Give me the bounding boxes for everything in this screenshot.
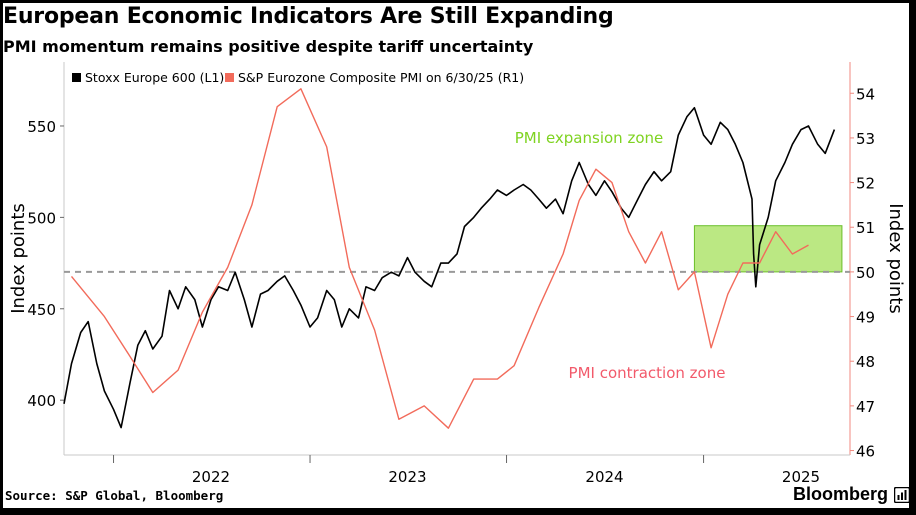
x-tick-label: 2024	[585, 468, 623, 486]
y-left-tick-label: 400	[27, 392, 56, 410]
stoxx-europe-600-series-line	[63, 106, 836, 429]
legend-label: S&P Eurozone Composite PMI on 6/30/25 (R…	[238, 70, 524, 85]
y-right-tick-label: 46	[856, 443, 875, 461]
brand-logo-text: Bloomberg	[792, 484, 888, 504]
y-left-tick-label: 550	[27, 118, 56, 136]
pmi-contraction-annotation: PMI contraction zone	[569, 364, 726, 382]
y-right-tick-label: 51	[856, 219, 875, 237]
y-left-axis-title: Index points	[8, 203, 29, 314]
legend-swatch	[72, 73, 81, 82]
legend-swatch	[225, 73, 234, 82]
y-right-tick-label: 50	[856, 264, 875, 282]
chart-square-icon	[894, 487, 910, 503]
x-tick-label: 2025	[782, 468, 820, 486]
y-right-tick-label: 54	[856, 85, 875, 103]
y-right-axis-title: Index points	[885, 203, 906, 314]
source-note: Source: S&P Global, Bloomberg	[5, 488, 224, 503]
y-left-tick-label: 500	[27, 209, 56, 227]
x-tick-label: 2023	[388, 468, 426, 486]
pmi-highlight-box	[693, 225, 843, 273]
chart-title: European Economic Indicators Are Still E…	[3, 4, 614, 29]
legend-label: Stoxx Europe 600 (L1)	[85, 70, 224, 85]
y-right-tick-label: 53	[856, 130, 875, 148]
y-right-tick-label: 49	[856, 309, 875, 327]
y-right-tick-label: 52	[856, 175, 875, 193]
x-tick-label: 2022	[192, 468, 230, 486]
eurozone-pmi-series-line	[70, 88, 809, 429]
chart-subtitle: PMI momentum remains positive despite ta…	[3, 37, 534, 56]
y-left-tick-label: 450	[27, 301, 56, 319]
y-right-tick-label: 48	[856, 353, 875, 371]
pmi-expansion-annotation: PMI expansion zone	[515, 129, 663, 147]
y-right-tick-label: 47	[856, 398, 875, 416]
